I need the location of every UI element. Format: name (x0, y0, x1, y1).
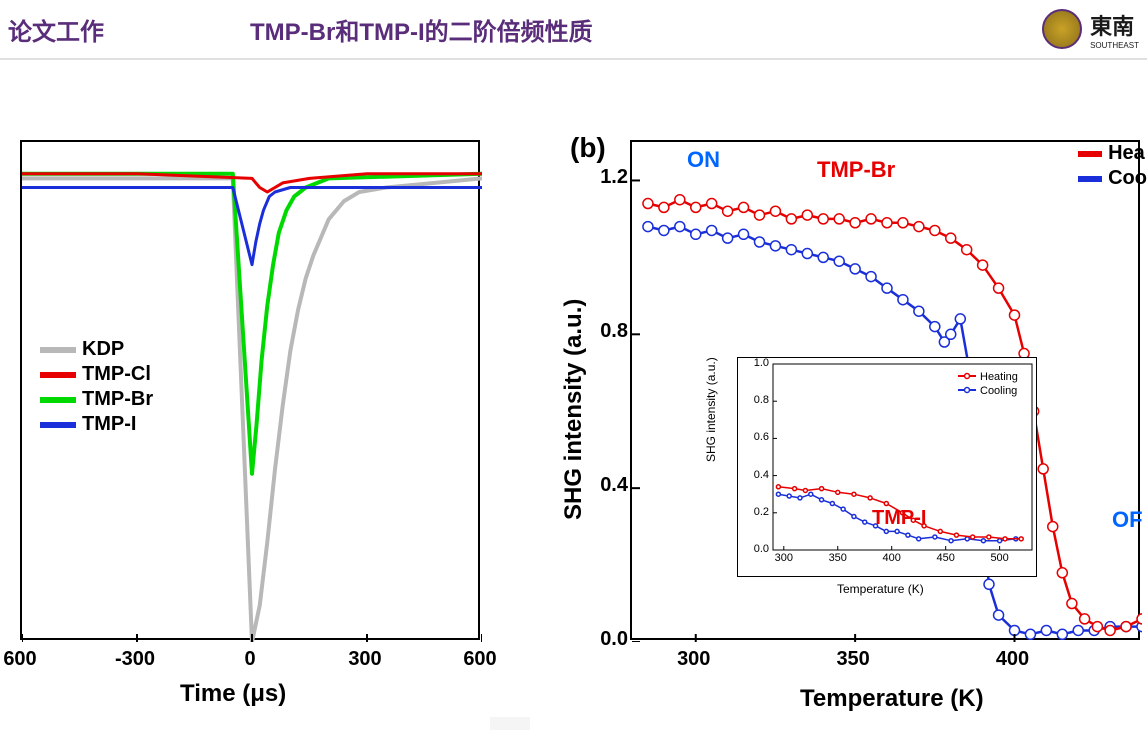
chart-b-xtick: 400 (991, 648, 1035, 671)
logo-text: 東南 (1090, 9, 1139, 41)
chart-b-ytick: 0.4 (588, 474, 628, 497)
chart-a-xlabel: Time (μs) (180, 680, 286, 708)
logo-subtext: SOUTHEAST (1090, 41, 1139, 50)
overlay-on-label: ON (687, 147, 720, 173)
inset-xtick: 300 (772, 552, 796, 564)
chart-a-xtick: 0 (228, 648, 272, 671)
header-section-label: 论文工作 (8, 12, 104, 47)
inset-ytick: 0.2 (749, 506, 769, 518)
slide-content: Time (μs) 600-3000300600 KDPTMP-ClTMP-Br… (0, 60, 1147, 717)
chart-a-legend: KDPTMP-ClTMP-BrTMP-I (30, 330, 163, 444)
chart-b-inset: Heating Cooling 300 350 400 450 500 0.0 0.2 0.4… (737, 357, 1037, 577)
legend-item: TMP-Cl (40, 363, 153, 386)
inset-xtick: 350 (826, 552, 850, 564)
university-logo: 東南 SOUTHEAST (1042, 9, 1139, 50)
overlay-tmp-i-label: TMP-I (872, 507, 926, 530)
chart-b-legend: HeaCoo (1078, 140, 1147, 192)
inset-ytick: 0.8 (749, 394, 769, 406)
legend-item: Hea (1078, 142, 1147, 165)
chart-a-xtick: 600 (458, 648, 502, 671)
inset-xtick: 500 (988, 552, 1012, 564)
inset-ytick: 1.0 (749, 357, 769, 369)
inset-ytick: 0.0 (749, 543, 769, 555)
chart-a-xtick: 600 (0, 648, 42, 671)
slide-header: 论文工作 TMP-Br和TMP-I的二阶倍频性质 東南 SOUTHEAST (0, 0, 1147, 60)
chart-b-ytick: 1.2 (588, 166, 628, 189)
chart-a-xtick: -300 (113, 648, 157, 671)
overlay-off-label: OF (1112, 507, 1143, 533)
chart-b-ytick: 0.0 (588, 628, 628, 651)
legend-item: TMP-I (40, 413, 153, 436)
chart-b-shg-temperature: (b) ON TMP-Br OF HeatingCooling 30035040… (530, 140, 1147, 730)
logo-badge-icon (1042, 9, 1082, 49)
inset-xlabel: Temperature (K) (837, 582, 924, 596)
overlay-tmp-br-label: TMP-Br (817, 157, 895, 183)
inset-xtick: 400 (880, 552, 904, 564)
chart-b-xlabel: Temperature (K) (800, 685, 984, 713)
chart-b-plot-area: ON TMP-Br OF Heating Cooling 300 350 400 450… (630, 140, 1140, 640)
chart-b-panel-label: (b) (570, 132, 606, 164)
chart-b-xtick: 300 (672, 648, 716, 671)
legend-item: KDP (40, 338, 153, 361)
legend-item: TMP-Br (40, 388, 153, 411)
inset-ylabel: SHG intensity (a.u.) (704, 357, 718, 462)
inset-ytick: 0.6 (749, 431, 769, 443)
svg-text:Cooling: Cooling (980, 385, 1017, 397)
chart-b-ylabel: SHG intensity (a.u.) (560, 299, 588, 520)
chart-b-xtick: 350 (831, 648, 875, 671)
legend-item: Coo (1078, 167, 1147, 190)
inset-ytick: 0.4 (749, 469, 769, 481)
inset-xtick: 450 (934, 552, 958, 564)
slide-title: TMP-Br和TMP-I的二阶倍频性质 (250, 12, 593, 47)
svg-text:Heating: Heating (980, 371, 1018, 383)
chart-b-ytick: 0.8 (588, 320, 628, 343)
chart-a-xtick: 300 (343, 648, 387, 671)
chart-a-timedomain: Time (μs) 600-3000300600 KDPTMP-ClTMP-Br… (0, 140, 490, 730)
